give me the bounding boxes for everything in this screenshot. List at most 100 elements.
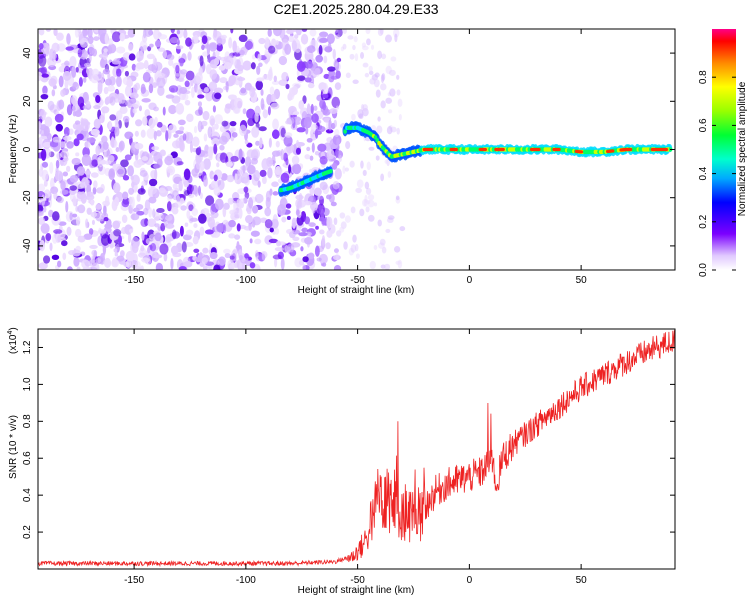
spectrum-noise-blob — [202, 265, 208, 270]
spectrum-noise-blob — [176, 29, 181, 35]
spectrum-noise-blob — [131, 174, 140, 186]
spectrum-noise-blob — [345, 72, 351, 79]
spectrum-noise-blob — [238, 198, 245, 205]
spectrum-noise-blob — [90, 172, 99, 178]
spectrum-noise-blob — [324, 46, 333, 53]
spectrum-noise-blob — [185, 37, 192, 47]
spectrum-noise-blob — [207, 126, 213, 139]
spectrum-noise-blob — [157, 85, 165, 97]
spectrum-noise-blob — [124, 85, 132, 97]
spectrum-noise-blob — [83, 62, 92, 68]
spectrum-noise-blob — [175, 64, 180, 74]
spectrum-noise-blob — [212, 105, 216, 113]
spectrum-noise-blob — [243, 226, 253, 231]
spectrum-noise-blob — [111, 31, 122, 43]
spectrum-noise-blob — [178, 180, 183, 192]
spectrum-noise-blob — [316, 257, 322, 262]
spectrum-noise-blob — [140, 245, 145, 252]
spectrum-noise-blob — [118, 234, 122, 245]
spectrum-noise-blob — [237, 64, 244, 72]
spectrum-noise-blob — [355, 253, 360, 259]
spectrum-noise-blob — [295, 209, 300, 216]
spectrum-noise-blob — [264, 219, 273, 229]
ytick-label: 0.2 — [22, 525, 33, 539]
spectrum-noise-blob — [189, 141, 193, 153]
spectrum-noise-blob — [38, 142, 44, 150]
spectrum-noise-blob — [139, 40, 148, 52]
spectrum-noise-blob — [321, 235, 326, 246]
spectrum-noise-blob — [107, 38, 114, 46]
spectrum-noise-blob — [243, 186, 249, 193]
spectrum-noise-blob — [203, 133, 208, 142]
colorbar: 0.0 0.2 0.4 0.6 0.8 Normalized spectral ampl… — [698, 29, 748, 277]
spectrum-noise-blob — [314, 245, 320, 257]
spectrum-noise-blob — [160, 223, 166, 232]
spectrum-noise-blob — [148, 83, 154, 94]
spectrum-noise-blob — [374, 72, 380, 78]
spectrum-noise-blob — [211, 259, 220, 267]
spectrum-noise-blob — [256, 77, 265, 82]
ytick-label: 1.2 — [22, 340, 33, 354]
spectrum-noise-blob — [41, 73, 49, 78]
spectrum-noise-blob — [255, 80, 263, 91]
spectrum-noise-blob — [147, 246, 151, 254]
spectrum-noise-blob — [381, 53, 387, 60]
spectrum-noise-blob — [119, 32, 126, 42]
spectrum-noise-blob — [333, 248, 339, 254]
spectrum-noise-blob — [69, 174, 79, 183]
spectrum-noise-blob — [152, 208, 156, 219]
spectrum-noise-blob — [56, 260, 62, 268]
spectrum-noise-blob — [104, 33, 109, 45]
spectrum-noise-blob — [154, 232, 162, 242]
spectrum-noise-blob — [272, 118, 279, 131]
spectrum-noise-blob — [146, 53, 155, 60]
spectrum-noise-blob — [197, 146, 202, 154]
spectrum-noise-blob — [349, 53, 355, 60]
spectrum-noise-blob — [197, 185, 201, 196]
spectrum-noise-blob — [74, 110, 82, 118]
spectrum-noise-blob — [258, 37, 266, 45]
spectrum-noise-blob — [109, 96, 116, 106]
spectrum-noise-blob — [38, 55, 47, 67]
spectrum-noise-blob — [179, 126, 185, 132]
spectrum-noise-blob — [313, 105, 318, 111]
spectrum-noise-blob — [129, 92, 139, 99]
spectrum-noise-blob — [264, 207, 272, 217]
spectrum-noise-blob — [334, 62, 341, 71]
spectrum-noise-blob — [261, 158, 270, 171]
spectrum-noise-blob — [84, 170, 92, 175]
spectrum-noise-blob — [165, 130, 169, 142]
spectrum-noise-blob — [232, 55, 237, 67]
spectrum-noise-blob — [153, 29, 161, 40]
spectrum-noise-blob — [97, 155, 104, 168]
spectrum-noise-blob — [285, 157, 289, 166]
spectrum-noise-blob — [62, 135, 72, 141]
spectrum-noise-blob — [212, 140, 221, 145]
spectrum-noise-blob — [373, 202, 378, 207]
spectrum-noise-blob — [73, 257, 80, 267]
spectrum-noise-blob — [286, 243, 295, 253]
spectrum-noise-blob — [102, 51, 108, 61]
spectrum-noise-blob — [44, 116, 53, 128]
spectrum-noise-blob — [251, 219, 256, 228]
spectrum-noise-blob — [246, 108, 256, 120]
spectrum-noise-blob — [272, 214, 278, 227]
spectrum-noise-blob — [88, 228, 94, 236]
spectrum-noise-blob — [315, 225, 319, 230]
spectrum-noise-blob — [192, 136, 200, 147]
spectrum-noise-blob — [56, 32, 64, 41]
spectrum-noise-blob — [149, 43, 154, 48]
chart-title: C2E1.2025.280.04.29.E33 — [273, 1, 438, 17]
spectrum-noise-blob — [304, 154, 311, 160]
spectrum-noise-blob — [322, 101, 327, 111]
spectrum-noise-blob — [95, 257, 101, 264]
spectrum-noise-blob — [297, 75, 306, 81]
spectrum-noise-blob — [53, 191, 58, 200]
spectrum-noise-blob — [244, 214, 253, 224]
spectrum-noise-blob — [69, 212, 73, 221]
xtick-label: -100 — [236, 575, 256, 586]
spectrum-noise-blob — [171, 95, 181, 104]
spectrum-noise-blob — [269, 86, 275, 96]
spectrum-noise-blob — [65, 46, 74, 51]
spectrum-noise-blob — [203, 86, 209, 93]
